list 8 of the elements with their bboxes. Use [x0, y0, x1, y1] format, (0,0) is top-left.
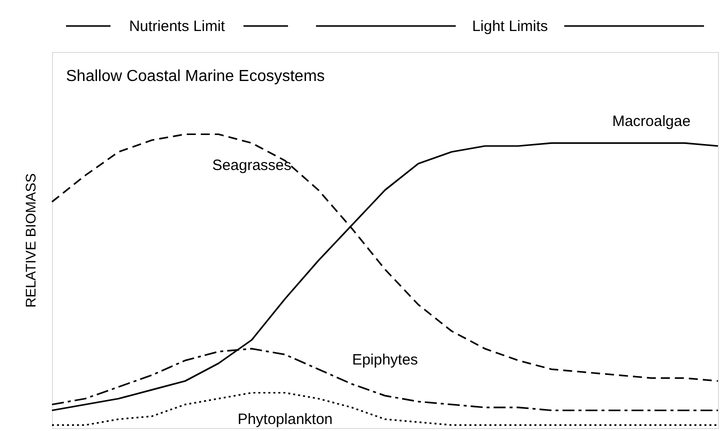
series-label: Epiphytes [352, 352, 418, 369]
series-label: Phytoplankton [238, 410, 333, 428]
text: Light Limits [472, 18, 548, 35]
series-label: Macroalgae [612, 113, 691, 130]
y-axis-title: RELATIVE BIOMASS [22, 173, 38, 308]
series-label: Seagrasses [212, 157, 292, 174]
text: Nutrients Limit [129, 18, 226, 35]
chart-title: Shallow Coastal Marine Ecosystems [66, 68, 325, 85]
